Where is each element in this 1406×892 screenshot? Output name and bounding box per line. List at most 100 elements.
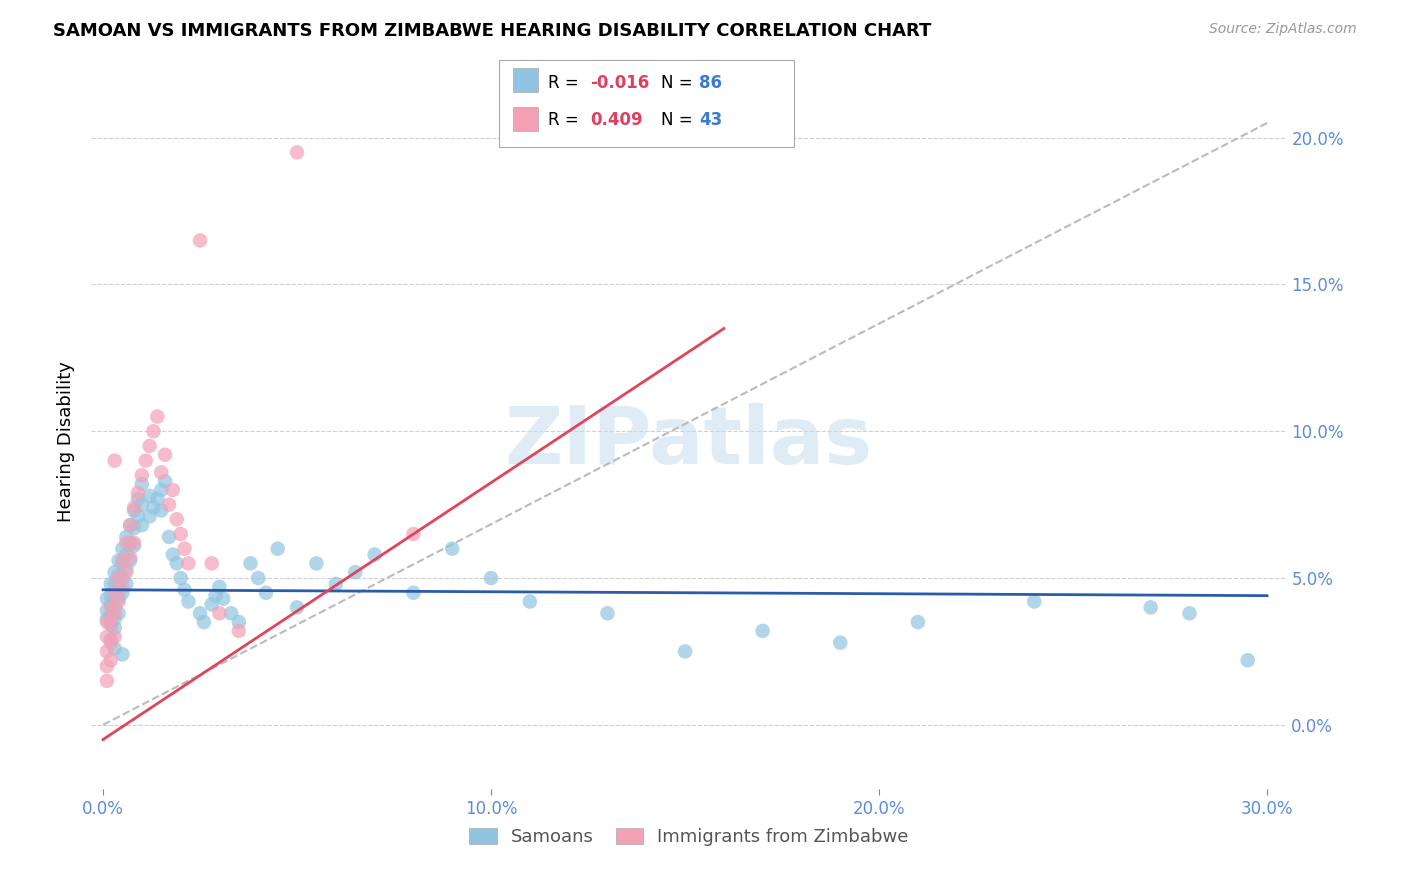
Point (177, 557, 200, 571)
Point (201, 598, 224, 612)
Point (285, 600, 308, 615)
Y-axis label: Hearing Disability: Hearing Disability (58, 361, 76, 522)
Point (162, 548, 184, 562)
Point (96, 673, 118, 688)
Point (169, 571, 191, 585)
Point (1236, 653, 1258, 667)
Point (142, 424, 165, 438)
Point (142, 500, 165, 515)
Point (96, 630, 118, 644)
Point (111, 553, 134, 567)
Point (402, 527, 425, 541)
Point (107, 607, 129, 621)
Point (96, 591, 118, 606)
Point (104, 585, 127, 599)
Text: -0.016: -0.016 (591, 74, 650, 92)
Point (122, 539, 145, 553)
Point (169, 527, 191, 541)
Point (479, 571, 502, 585)
Point (104, 612, 127, 626)
Text: 43: 43 (699, 112, 723, 129)
Point (150, 503, 173, 517)
Point (228, 615, 250, 629)
Point (96, 615, 118, 629)
Point (254, 585, 277, 599)
Text: N =: N = (661, 74, 692, 92)
Point (127, 491, 149, 506)
Point (107, 568, 129, 582)
Point (100, 635, 122, 649)
Point (150, 483, 173, 497)
Point (120, 550, 142, 565)
Point (285, 145, 308, 160)
Point (107, 571, 129, 585)
Point (115, 536, 138, 550)
Point (344, 565, 367, 579)
Point (120, 518, 142, 533)
Point (100, 577, 122, 591)
Point (157, 498, 180, 512)
Legend: Samoans, Immigrants from Zimbabwe: Samoans, Immigrants from Zimbabwe (463, 821, 915, 854)
Point (907, 615, 929, 629)
Point (146, 409, 169, 424)
Point (115, 577, 138, 591)
Point (96, 659, 118, 673)
Point (100, 653, 122, 667)
Point (100, 615, 122, 629)
Point (166, 557, 188, 571)
Point (104, 630, 127, 644)
Point (127, 486, 149, 500)
Point (104, 577, 127, 591)
Point (104, 565, 127, 579)
Point (104, 589, 127, 603)
Point (115, 548, 138, 562)
Point (100, 632, 122, 647)
Point (131, 468, 153, 483)
Point (115, 562, 138, 576)
Point (100, 589, 122, 603)
Point (325, 577, 347, 591)
Point (1178, 607, 1201, 621)
Text: R =: R = (548, 74, 585, 92)
Point (153, 448, 176, 462)
Point (157, 530, 180, 544)
Text: ZIPatlas: ZIPatlas (505, 402, 873, 481)
Text: N =: N = (661, 112, 692, 129)
Point (153, 474, 176, 488)
Point (193, 615, 215, 629)
Point (146, 491, 169, 506)
Point (122, 500, 145, 515)
Point (120, 536, 142, 550)
Point (111, 571, 134, 585)
Point (107, 580, 129, 594)
Point (830, 635, 852, 649)
Point (201, 557, 224, 571)
Point (247, 571, 270, 585)
Point (115, 530, 138, 544)
Point (188, 234, 211, 248)
Point (104, 607, 127, 621)
Point (104, 621, 127, 635)
Point (239, 557, 262, 571)
Point (111, 648, 134, 662)
Point (111, 585, 134, 599)
Point (219, 607, 242, 621)
Point (266, 541, 288, 556)
Text: SAMOAN VS IMMIGRANTS FROM ZIMBABWE HEARING DISABILITY CORRELATION CHART: SAMOAN VS IMMIGRANTS FROM ZIMBABWE HEARI… (53, 22, 932, 40)
Point (1139, 600, 1161, 615)
Point (107, 594, 129, 608)
Point (402, 585, 425, 599)
Point (120, 553, 142, 567)
Point (166, 512, 188, 526)
Point (138, 509, 160, 524)
Point (173, 541, 195, 556)
Point (1024, 594, 1046, 608)
Point (107, 591, 129, 606)
Point (122, 521, 145, 535)
Point (441, 541, 464, 556)
Point (111, 541, 134, 556)
Point (104, 600, 127, 615)
Point (751, 624, 773, 638)
Point (177, 594, 200, 608)
Point (363, 548, 385, 562)
